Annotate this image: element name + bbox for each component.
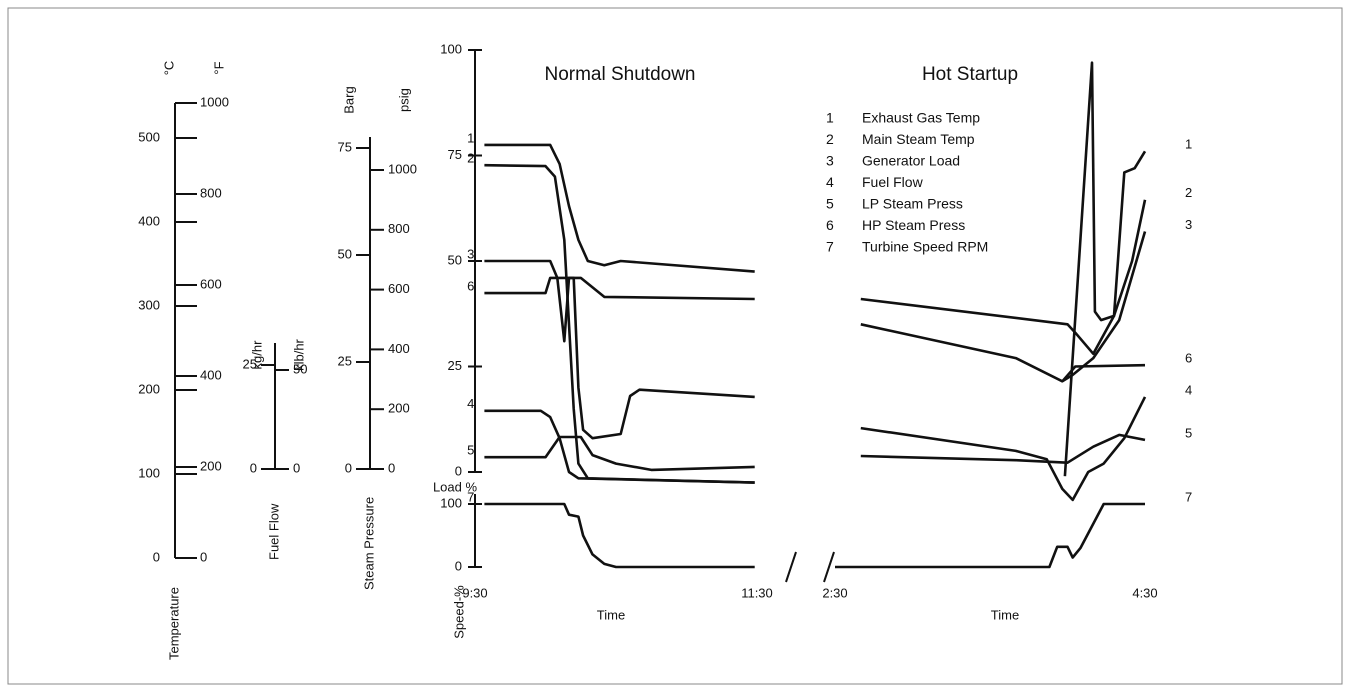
series-label: 5 [1185, 425, 1192, 440]
x-tick-label: 2:30 [822, 585, 847, 600]
axis-break [785, 551, 835, 583]
scale-tick-label: 200 [200, 458, 222, 473]
series-line [484, 163, 755, 484]
y2-tick-label: 100 [440, 495, 462, 510]
frame [7, 7, 1343, 685]
scale-tick-label: 0 [153, 549, 160, 564]
series-label: 4 [1185, 382, 1192, 397]
scale-tick-label: 0 [345, 460, 352, 475]
series-label: 1 [1185, 137, 1192, 152]
legend-label: Fuel Flow [862, 174, 924, 190]
x-axis-label: Time [991, 607, 1019, 622]
series-label: 6 [1185, 351, 1192, 366]
legend-number: 7 [826, 239, 834, 255]
scale-tick-label: 400 [388, 341, 410, 356]
scale-tick-label: 200 [138, 381, 160, 396]
series-line [484, 502, 755, 569]
series-line [1063, 61, 1147, 477]
legend-number: 5 [826, 196, 834, 212]
y2-axis-label: Speed-% [451, 585, 466, 639]
scale-tick-label: 300 [138, 297, 160, 312]
scale-unit: psig [396, 88, 411, 112]
series-label: 3 [467, 246, 474, 261]
x-tick-label: 9:30 [462, 585, 487, 600]
scale-tick-label: 75 [338, 139, 352, 154]
scale-tick-label: 50 [338, 246, 352, 261]
scale-tick-label: 1000 [200, 94, 229, 109]
y-tick-label: 75 [448, 147, 462, 162]
series-line [835, 502, 1145, 569]
scale-tick-label: 25 [338, 353, 352, 368]
scale-tick-label: 400 [200, 367, 222, 382]
scale-tick-label: 600 [388, 281, 410, 296]
series-line [860, 231, 1147, 383]
legend-number: 6 [826, 217, 834, 233]
legend-label: LP Steam Press [862, 196, 963, 212]
series-line [484, 435, 755, 472]
y2-tick-label: 0 [455, 558, 462, 573]
y-tick-label: 50 [448, 252, 462, 267]
scale-tick-label: 0 [293, 460, 300, 475]
legend-number: 2 [826, 131, 834, 147]
y-tick-label: 100 [440, 41, 462, 56]
scale-label: Temperature [166, 587, 181, 660]
scale-unit: °C [161, 61, 176, 76]
series-label: 1 [467, 130, 474, 145]
series-label: 3 [1185, 217, 1192, 232]
scale-tick-label: 800 [200, 185, 222, 200]
scale-unit: klb/hr [291, 338, 306, 370]
series-label: 7 [1185, 489, 1192, 504]
legend-number: 4 [826, 174, 834, 190]
scale-tick-label: 25 [243, 356, 257, 371]
scale-tick-label: 600 [200, 276, 222, 291]
x-tick-label: 4:30 [1132, 585, 1157, 600]
series-line [1061, 363, 1146, 383]
legend-number: 3 [826, 153, 834, 169]
legend-label: Main Steam Temp [862, 131, 975, 147]
series-line [484, 276, 755, 301]
series-line [484, 143, 755, 273]
y-axis-label: Load % [433, 479, 478, 494]
legend-label: HP Steam Press [862, 217, 965, 233]
series-line [860, 396, 1147, 502]
series-label: 7 [467, 489, 474, 504]
scale-tick-label: 1000 [388, 161, 417, 176]
series-line [860, 433, 1146, 464]
legend-label: Turbine Speed RPM [862, 239, 988, 255]
series-label: 5 [467, 443, 474, 458]
series-line [860, 199, 1147, 356]
scale-tick-label: 100 [138, 465, 160, 480]
scale-tick-label: 0 [250, 460, 257, 475]
scale-tick-label: 50 [293, 361, 307, 376]
legend-number: 1 [826, 110, 834, 126]
series-label: 6 [467, 279, 474, 294]
scale-tick-label: 800 [388, 221, 410, 236]
x-axis-label: Time [597, 607, 625, 622]
scale-unit: Barg [341, 86, 356, 113]
series-label: 2 [1185, 185, 1192, 200]
scale-unit: kg/hr [249, 340, 264, 370]
legend-label: Generator Load [862, 153, 960, 169]
scale-label: Fuel Flow [266, 503, 281, 560]
panel-title: Hot Startup [922, 64, 1018, 85]
x-tick-label: 11:30 [741, 585, 773, 600]
scale-tick-label: 0 [200, 549, 207, 564]
panel-title: Normal Shutdown [544, 64, 695, 85]
y-tick-label: 0 [455, 463, 462, 478]
series-label: 2 [467, 151, 474, 166]
scale-tick-label: 200 [388, 401, 410, 416]
legend-label: Exhaust Gas Temp [862, 110, 980, 126]
series-label: 4 [467, 396, 474, 411]
y-tick-label: 25 [448, 358, 462, 373]
scale-tick-label: 0 [388, 460, 395, 475]
scale-tick-label: 400 [138, 213, 160, 228]
scale-tick-label: 500 [138, 129, 160, 144]
scale-unit: °F [211, 61, 226, 74]
scale-label: Steam Pressure [361, 497, 376, 590]
